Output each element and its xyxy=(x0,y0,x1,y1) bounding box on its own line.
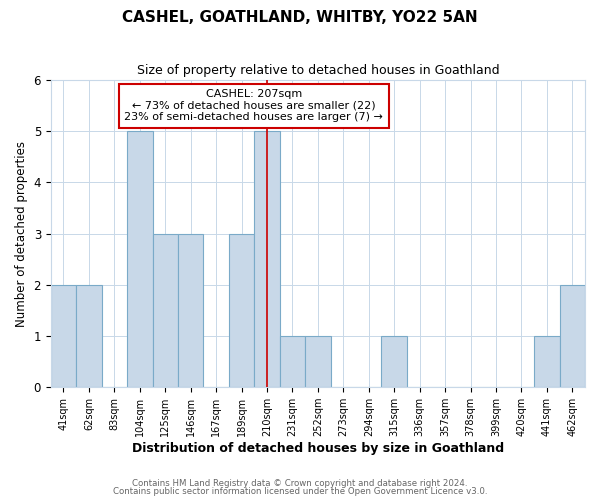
Text: Contains HM Land Registry data © Crown copyright and database right 2024.: Contains HM Land Registry data © Crown c… xyxy=(132,478,468,488)
Bar xyxy=(76,285,101,387)
Text: CASHEL: 207sqm
← 73% of detached houses are smaller (22)
23% of semi-detached ho: CASHEL: 207sqm ← 73% of detached houses … xyxy=(124,89,383,122)
Bar xyxy=(127,131,152,387)
Y-axis label: Number of detached properties: Number of detached properties xyxy=(15,140,28,326)
Bar xyxy=(178,234,203,387)
Text: Contains public sector information licensed under the Open Government Licence v3: Contains public sector information licen… xyxy=(113,487,487,496)
Bar xyxy=(152,234,178,387)
Bar xyxy=(51,285,76,387)
Bar xyxy=(534,336,560,387)
Bar xyxy=(560,285,585,387)
Bar xyxy=(305,336,331,387)
Bar xyxy=(254,131,280,387)
Title: Size of property relative to detached houses in Goathland: Size of property relative to detached ho… xyxy=(137,64,499,78)
Bar xyxy=(382,336,407,387)
Bar xyxy=(229,234,254,387)
Text: CASHEL, GOATHLAND, WHITBY, YO22 5AN: CASHEL, GOATHLAND, WHITBY, YO22 5AN xyxy=(122,10,478,25)
X-axis label: Distribution of detached houses by size in Goathland: Distribution of detached houses by size … xyxy=(132,442,504,455)
Bar xyxy=(280,336,305,387)
